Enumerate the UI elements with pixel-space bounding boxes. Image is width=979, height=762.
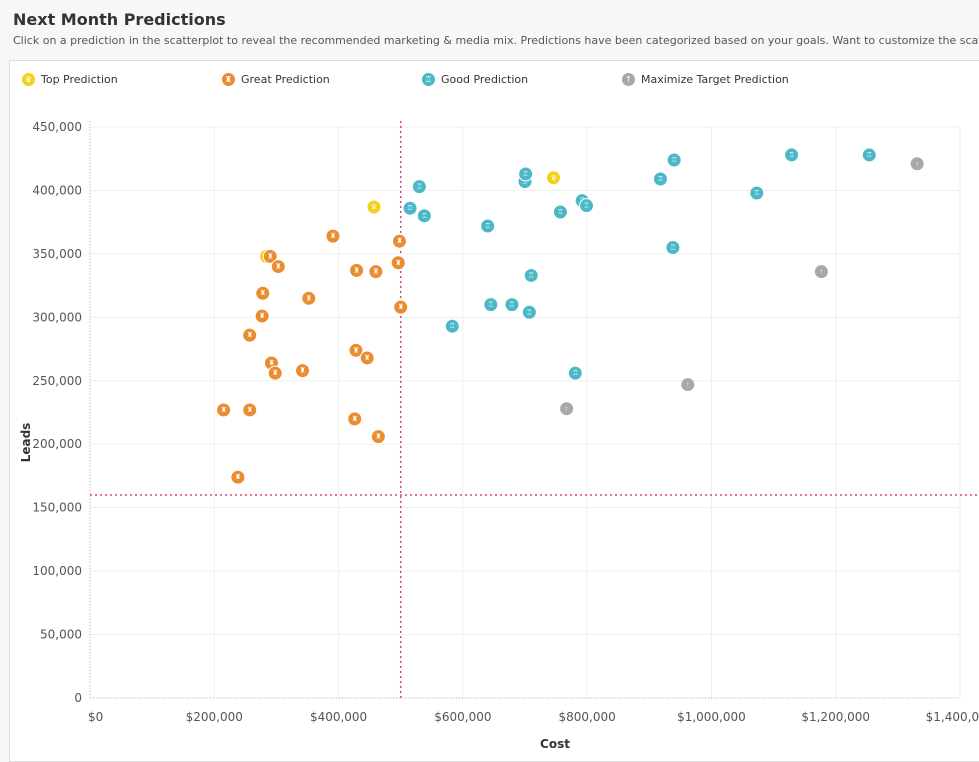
prediction-point[interactable] xyxy=(523,267,539,283)
prediction-point[interactable] xyxy=(416,208,432,224)
prediction-point[interactable] xyxy=(295,363,311,379)
legend-item-maximize-target-prediction[interactable]: ↑ Maximize Target Prediction xyxy=(622,73,789,86)
x-tick-label: $600,000 xyxy=(434,710,491,724)
legend-label: Top Prediction xyxy=(41,73,118,86)
prediction-point[interactable] xyxy=(652,171,668,187)
medal-icon: ♜ xyxy=(222,73,235,86)
y-tick-label: 200,000 xyxy=(32,437,82,451)
y-tick-label: 50,000 xyxy=(40,628,82,642)
prediction-point[interactable] xyxy=(546,170,562,186)
prediction-point[interactable] xyxy=(402,200,418,216)
prediction-point[interactable] xyxy=(366,199,382,215)
y-tick-label: 400,000 xyxy=(32,183,82,197)
prediction-point[interactable] xyxy=(579,198,595,214)
prediction-point[interactable] xyxy=(348,342,364,358)
prediction-point[interactable] xyxy=(262,248,278,264)
x-tick-label: $400,000 xyxy=(310,710,367,724)
prediction-point[interactable] xyxy=(325,228,341,244)
prediction-point[interactable] xyxy=(267,365,283,381)
x-tick-label: $800,000 xyxy=(559,710,616,724)
prediction-point[interactable] xyxy=(391,233,407,249)
legend-label: Maximize Target Prediction xyxy=(641,73,789,86)
prediction-point[interactable] xyxy=(370,429,386,445)
prediction-point[interactable] xyxy=(504,297,520,313)
x-axis-title: Cost xyxy=(540,737,570,751)
prediction-point[interactable] xyxy=(518,166,534,182)
prediction-point[interactable] xyxy=(242,402,258,418)
prediction-point[interactable] xyxy=(480,218,496,234)
prediction-point[interactable] xyxy=(861,147,877,163)
prediction-point[interactable] xyxy=(368,264,384,280)
prediction-point[interactable] xyxy=(393,299,409,315)
prediction-point[interactable] xyxy=(559,401,575,417)
y-tick-label: 450,000 xyxy=(32,120,82,134)
prediction-point[interactable] xyxy=(909,156,925,172)
prediction-point[interactable] xyxy=(301,290,317,306)
prediction-point[interactable] xyxy=(270,259,286,275)
page-title: Next Month Predictions xyxy=(13,10,226,29)
legend-item-great-prediction[interactable]: ♜ Great Prediction xyxy=(222,73,330,86)
prediction-point[interactable] xyxy=(347,411,363,427)
prediction-point[interactable] xyxy=(749,185,765,201)
prediction-point[interactable] xyxy=(567,365,583,381)
prediction-point[interactable] xyxy=(254,308,270,324)
y-tick-label: 100,000 xyxy=(32,564,82,578)
prediction-point[interactable] xyxy=(521,304,537,320)
x-tick-label: $1,200,000 xyxy=(801,710,870,724)
chart-panel: ♛ Top Prediction ♜ Great Prediction ♖ Go… xyxy=(9,60,979,762)
prediction-point[interactable] xyxy=(359,350,375,366)
x-tick-label: $1,400,000 xyxy=(926,710,979,724)
prediction-point[interactable] xyxy=(784,147,800,163)
legend-item-good-prediction[interactable]: ♖ Good Prediction xyxy=(422,73,528,86)
page-subtitle: Click on a prediction in the scatterplot… xyxy=(13,34,979,47)
prediction-point[interactable] xyxy=(349,262,365,278)
prediction-point[interactable] xyxy=(483,297,499,313)
x-tick-label: $200,000 xyxy=(186,710,243,724)
prediction-point[interactable] xyxy=(242,327,258,343)
prediction-point[interactable] xyxy=(680,377,696,393)
legend-label: Good Prediction xyxy=(441,73,529,86)
y-tick-label: 150,000 xyxy=(32,501,82,515)
y-tick-label: 250,000 xyxy=(32,374,82,388)
x-tick-label: $0 xyxy=(88,710,103,724)
prediction-point[interactable] xyxy=(255,285,271,301)
prediction-point[interactable] xyxy=(665,240,681,256)
thumb-icon: ♖ xyxy=(422,73,435,86)
arrow-up-icon: ↑ xyxy=(622,73,635,86)
prediction-point[interactable] xyxy=(813,264,829,280)
trophy-icon: ♛ xyxy=(22,73,35,86)
legend-label: Great Prediction xyxy=(241,73,330,86)
y-axis-title: Leads xyxy=(19,423,33,463)
prediction-point[interactable] xyxy=(230,469,246,485)
prediction-point[interactable] xyxy=(552,204,568,220)
y-tick-label: 300,000 xyxy=(32,310,82,324)
prediction-point[interactable] xyxy=(444,318,460,334)
prediction-point[interactable] xyxy=(411,179,427,195)
header: Next Month Predictions Click on a predic… xyxy=(13,10,979,47)
y-tick-label: 0 xyxy=(74,691,82,705)
x-tick-label: $1,000,000 xyxy=(677,710,746,724)
prediction-point[interactable] xyxy=(390,255,406,271)
prediction-point[interactable] xyxy=(216,402,232,418)
scatterplot[interactable]: 0 50,000 100,000 150,000 200,000 250,000 300,0… xyxy=(10,61,979,761)
legend-item-top-prediction[interactable]: ♛ Top Prediction xyxy=(22,73,118,86)
prediction-point[interactable] xyxy=(666,152,682,168)
legend: ♛ Top Prediction ♜ Great Prediction ♖ Go… xyxy=(10,61,979,101)
y-tick-label: 350,000 xyxy=(32,247,82,261)
